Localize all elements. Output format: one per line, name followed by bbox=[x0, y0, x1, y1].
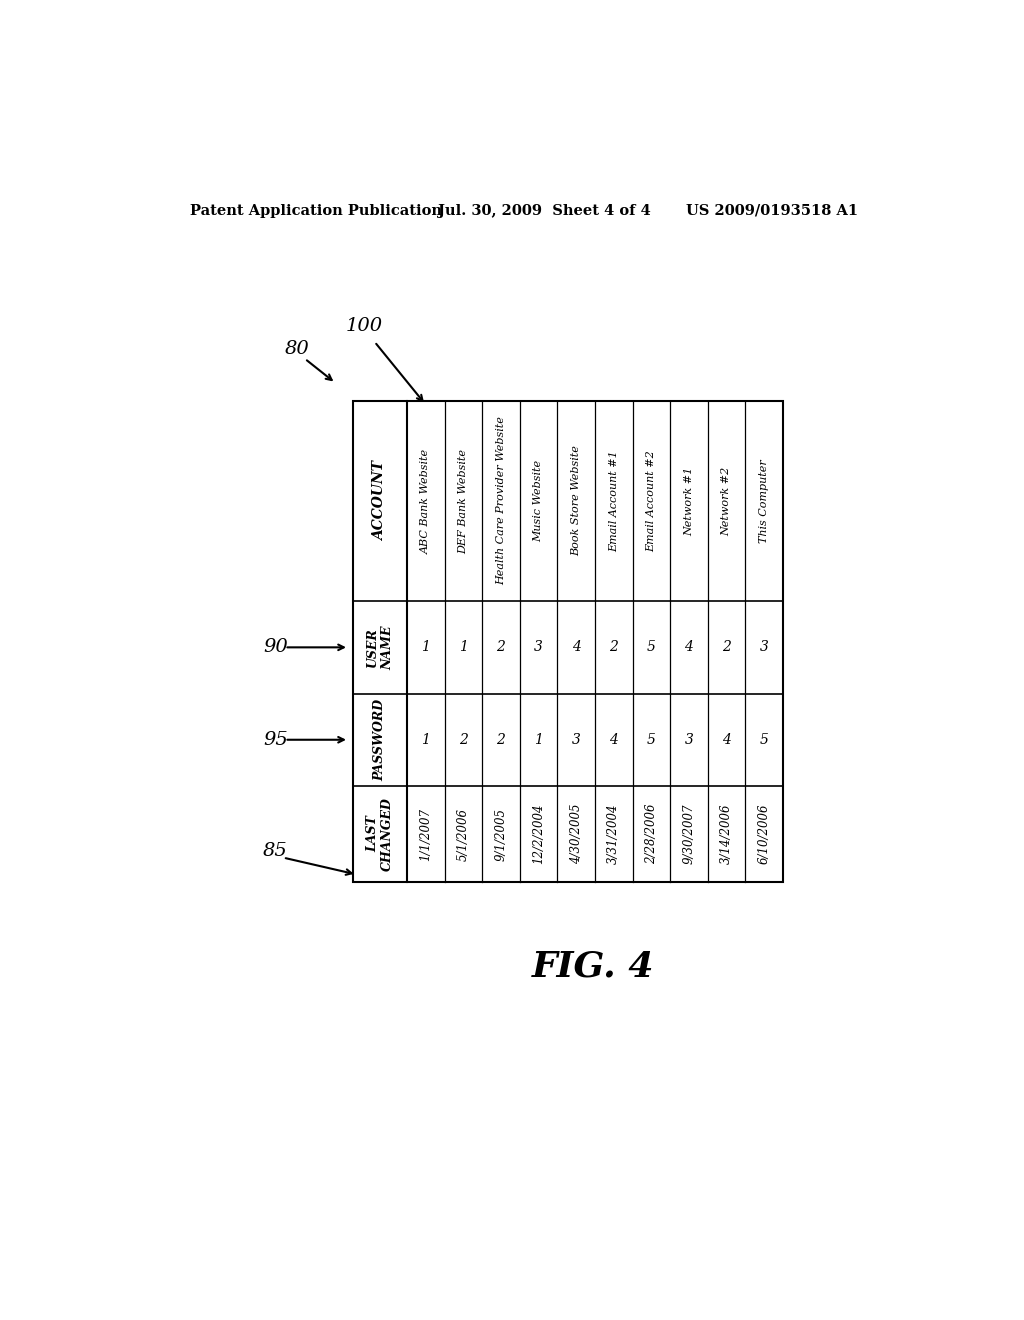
Text: 9/30/2007: 9/30/2007 bbox=[682, 804, 695, 865]
Text: Patent Application Publication: Patent Application Publication bbox=[190, 203, 442, 218]
Text: 5/1/2006: 5/1/2006 bbox=[457, 808, 470, 861]
Text: Book Store Website: Book Store Website bbox=[571, 446, 582, 557]
Text: 3: 3 bbox=[571, 733, 581, 747]
Text: 85: 85 bbox=[263, 842, 288, 861]
Text: Email Account #2: Email Account #2 bbox=[646, 450, 656, 552]
Text: 2: 2 bbox=[497, 640, 506, 655]
Text: 95: 95 bbox=[263, 731, 288, 748]
Text: 5: 5 bbox=[647, 640, 655, 655]
Text: USER
NAME: USER NAME bbox=[366, 626, 394, 669]
Text: 4: 4 bbox=[684, 640, 693, 655]
Text: FIG. 4: FIG. 4 bbox=[531, 950, 654, 983]
Text: Network #1: Network #1 bbox=[684, 466, 694, 536]
Text: 90: 90 bbox=[263, 639, 288, 656]
Text: 2/28/2006: 2/28/2006 bbox=[645, 804, 657, 865]
Text: ABC Bank Website: ABC Bank Website bbox=[421, 449, 431, 553]
Text: Music Website: Music Website bbox=[534, 459, 544, 543]
Text: 80: 80 bbox=[285, 341, 309, 358]
Text: 2: 2 bbox=[609, 640, 618, 655]
Text: 1/1/2007: 1/1/2007 bbox=[419, 808, 432, 861]
Text: 3: 3 bbox=[760, 640, 769, 655]
Text: 100: 100 bbox=[346, 317, 383, 335]
Bar bbox=[352, 401, 783, 882]
Text: 3: 3 bbox=[535, 640, 543, 655]
Text: This Computer: This Computer bbox=[759, 459, 769, 543]
Text: Health Care Provider Website: Health Care Provider Website bbox=[496, 417, 506, 586]
Text: US 2009/0193518 A1: US 2009/0193518 A1 bbox=[686, 203, 858, 218]
Text: 12/2/2004: 12/2/2004 bbox=[532, 804, 545, 865]
Text: 3/31/2004: 3/31/2004 bbox=[607, 804, 621, 865]
Text: 4: 4 bbox=[609, 733, 618, 747]
Text: 1: 1 bbox=[421, 733, 430, 747]
Text: 5: 5 bbox=[760, 733, 769, 747]
Text: 6/10/2006: 6/10/2006 bbox=[758, 804, 771, 865]
Text: 4: 4 bbox=[571, 640, 581, 655]
Text: 2: 2 bbox=[722, 640, 731, 655]
Text: 3: 3 bbox=[684, 733, 693, 747]
Text: 2: 2 bbox=[497, 733, 506, 747]
Text: 1: 1 bbox=[535, 733, 543, 747]
Text: 4: 4 bbox=[722, 733, 731, 747]
Text: Jul. 30, 2009  Sheet 4 of 4: Jul. 30, 2009 Sheet 4 of 4 bbox=[438, 203, 650, 218]
Text: ACCOUNT: ACCOUNT bbox=[373, 461, 387, 541]
Text: 4/30/2005: 4/30/2005 bbox=[569, 804, 583, 865]
Text: Email Account #1: Email Account #1 bbox=[608, 450, 618, 552]
Text: 5: 5 bbox=[647, 733, 655, 747]
Text: 1: 1 bbox=[459, 640, 468, 655]
Text: Network #2: Network #2 bbox=[722, 466, 731, 536]
Text: 1: 1 bbox=[421, 640, 430, 655]
Text: DEF Bank Website: DEF Bank Website bbox=[459, 449, 468, 553]
Text: 9/1/2005: 9/1/2005 bbox=[495, 808, 508, 861]
Text: LAST
CHANGED: LAST CHANGED bbox=[366, 797, 394, 871]
Text: 2: 2 bbox=[459, 733, 468, 747]
Text: PASSWORD: PASSWORD bbox=[374, 698, 386, 781]
Text: 3/14/2006: 3/14/2006 bbox=[720, 804, 733, 865]
